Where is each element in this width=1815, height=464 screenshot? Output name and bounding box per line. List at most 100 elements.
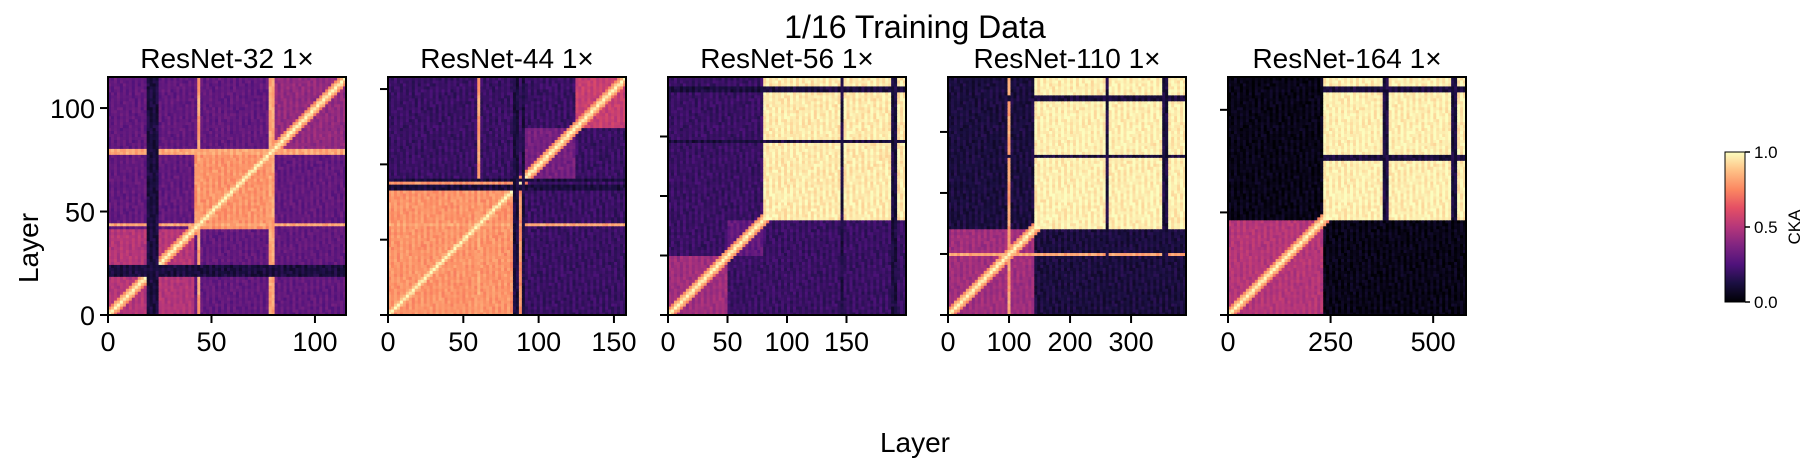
heatmap-cell [218, 190, 221, 193]
heatmap-cell [260, 244, 263, 247]
heatmap-cell [292, 250, 295, 253]
heatmap-cell [224, 238, 227, 241]
heatmap-cell [269, 300, 272, 303]
heatmap-cell [313, 288, 316, 291]
heatmap-cell [298, 256, 301, 259]
heatmap-cell [224, 181, 227, 184]
heatmap-cell [260, 232, 263, 235]
heatmap-cell [168, 184, 171, 187]
heatmap-cell [310, 169, 313, 172]
heatmap-cell [200, 175, 203, 178]
heatmap-cell [209, 273, 212, 276]
heatmap-cell [316, 217, 319, 220]
heatmap-cell [292, 276, 295, 279]
heatmap-cell [212, 256, 215, 259]
heatmap-cell [331, 244, 334, 247]
heatmap-cell [144, 172, 147, 175]
heatmap-cell [144, 232, 147, 235]
heatmap-cell [304, 303, 307, 306]
heatmap-cell [304, 294, 307, 297]
heatmap-cell [242, 250, 245, 253]
heatmap-cell [165, 270, 168, 273]
heatmap-cell [126, 178, 129, 181]
heatmap-cell [194, 250, 197, 253]
heatmap-cell [227, 166, 230, 169]
heatmap-cell [272, 288, 275, 291]
heatmap-cell [197, 256, 200, 259]
heatmap-cell [203, 163, 206, 166]
heatmap-cell [275, 229, 278, 232]
heatmap-cell [281, 211, 284, 214]
heatmap-cell [337, 169, 340, 172]
heatmap-cell [230, 172, 233, 175]
heatmap-cell [123, 261, 126, 264]
heatmap-cell [209, 267, 212, 270]
heatmap-cell [289, 220, 292, 223]
heatmap-cell [224, 306, 227, 309]
heatmap-cell [191, 279, 194, 282]
heatmap-cell [135, 166, 138, 169]
heatmap-cell [334, 235, 337, 238]
heatmap-cell [275, 294, 278, 297]
heatmap-cell [114, 267, 117, 270]
heatmap-cell [176, 226, 179, 229]
heatmap-cell [245, 235, 248, 238]
heatmap-cell [176, 202, 179, 205]
heatmap-cell [304, 244, 307, 247]
heatmap-cell [197, 261, 200, 264]
heatmap-cell [334, 196, 337, 199]
heatmap-cell [304, 235, 307, 238]
heatmap-cell [233, 306, 236, 309]
heatmap-cell [212, 288, 215, 291]
heatmap-cell [117, 178, 120, 181]
heatmap-cell [132, 184, 135, 187]
heatmap-cell [295, 217, 298, 220]
heatmap-cell [295, 264, 298, 267]
heatmap-cell [159, 163, 162, 166]
heatmap-cell [331, 282, 334, 285]
heatmap-cell [135, 205, 138, 208]
heatmap-cell [295, 256, 298, 259]
heatmap-cell [295, 241, 298, 244]
heatmap-cell [215, 190, 218, 193]
heatmap-cell [221, 282, 224, 285]
heatmap-cell [168, 196, 171, 199]
heatmap-cell [200, 250, 203, 253]
heatmap-cell [173, 226, 176, 229]
heatmap-cell [135, 273, 138, 276]
heatmap-cell [278, 273, 281, 276]
heatmap-cell [144, 235, 147, 238]
heatmap-cell [156, 181, 159, 184]
heatmap-cell [203, 264, 206, 267]
heatmap-cell [120, 261, 123, 264]
heatmap-cell [123, 220, 126, 223]
heatmap-cell [284, 261, 287, 264]
heatmap-cell [182, 267, 185, 270]
heatmap-cell [304, 175, 307, 178]
heatmap-cell [159, 169, 162, 172]
heatmap-cell [197, 276, 200, 279]
heatmap-cell [301, 214, 304, 217]
heatmap-cell [281, 214, 284, 217]
heatmap-cell [298, 169, 301, 172]
heatmap-cell [212, 184, 215, 187]
heatmap-cell [144, 178, 147, 181]
heatmap-cell [194, 208, 197, 211]
heatmap-cell [278, 282, 281, 285]
heatmap-cell [123, 172, 126, 175]
heatmap-cell [284, 193, 287, 196]
heatmap-cell [245, 297, 248, 300]
heatmap-cell [242, 169, 245, 172]
heatmap-cell [316, 285, 319, 288]
heatmap-cell [165, 303, 168, 306]
heatmap-cell [197, 175, 200, 178]
heatmap-cell [272, 279, 275, 282]
heatmap-cell [188, 220, 191, 223]
heatmap-cell [254, 166, 257, 169]
heatmap-cell [304, 285, 307, 288]
heatmap-cell [275, 220, 278, 223]
heatmap-cell [281, 226, 284, 229]
heatmap-cell [322, 223, 325, 226]
heatmap-cell [248, 285, 251, 288]
heatmap-cell [159, 279, 162, 282]
